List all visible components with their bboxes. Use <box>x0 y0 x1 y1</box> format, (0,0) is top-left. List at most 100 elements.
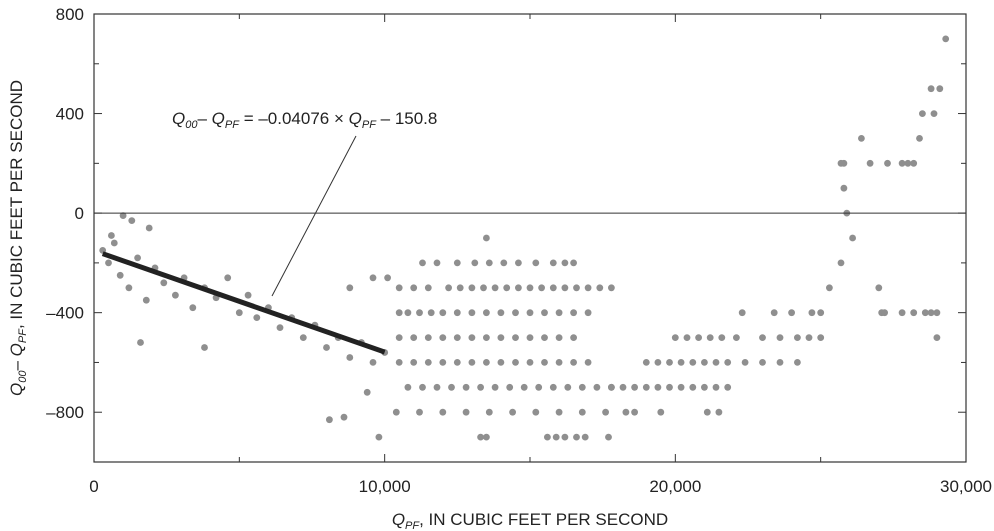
data-point <box>485 408 493 416</box>
data-point <box>564 383 572 391</box>
eq-sub1: 00 <box>185 119 198 131</box>
eq-q2: Q <box>212 109 225 128</box>
data-point <box>346 354 354 361</box>
data-point <box>410 359 418 366</box>
data-point <box>468 359 476 366</box>
data-point <box>622 408 630 416</box>
data-point <box>898 309 906 317</box>
data-point <box>654 359 662 366</box>
data-point <box>584 284 592 292</box>
data-point <box>172 291 179 299</box>
data-point <box>108 232 115 239</box>
data-point <box>276 324 284 331</box>
data-point <box>927 309 935 317</box>
y-tick-label: –400 <box>46 304 84 323</box>
data-point <box>718 334 726 341</box>
y-title-rest: , IN CUBIC FEET PER SECOND <box>7 80 26 329</box>
data-point <box>593 383 601 391</box>
data-point <box>602 408 609 416</box>
data-point <box>549 284 557 292</box>
data-point <box>500 259 508 267</box>
data-point <box>666 383 673 391</box>
data-point <box>555 359 563 366</box>
data-point <box>224 274 232 282</box>
data-point <box>419 383 426 391</box>
data-point <box>706 334 714 341</box>
data-point <box>462 383 470 391</box>
data-point <box>921 309 929 317</box>
data-point <box>395 334 403 341</box>
data-point <box>253 314 261 321</box>
data-point <box>884 159 891 167</box>
data-point <box>424 284 432 292</box>
data-point <box>532 259 540 267</box>
data-point <box>561 433 569 441</box>
data-points <box>99 35 950 441</box>
eq-q1: Q <box>172 109 185 128</box>
data-point <box>561 259 569 267</box>
data-point <box>794 334 801 341</box>
data-point <box>570 309 577 317</box>
data-point <box>936 85 944 93</box>
data-point <box>439 408 447 416</box>
eq-mid: = –0.04076 × <box>239 109 349 128</box>
data-point <box>427 309 435 317</box>
x-tick-label: 20,000 <box>649 477 701 496</box>
data-point <box>695 334 702 341</box>
data-point <box>526 359 534 366</box>
data-point <box>942 35 950 43</box>
data-point <box>538 284 545 292</box>
data-point <box>526 284 534 292</box>
x-tick-label: 0 <box>89 477 98 496</box>
data-point <box>512 359 519 366</box>
data-point <box>875 284 883 292</box>
data-point <box>137 339 144 346</box>
data-point <box>424 359 432 366</box>
data-point <box>770 309 778 317</box>
data-point <box>299 334 307 341</box>
data-point <box>453 309 461 317</box>
y-tick-label: –800 <box>46 403 84 422</box>
data-point <box>128 217 136 225</box>
data-point <box>642 383 650 391</box>
data-point <box>541 334 548 341</box>
data-point <box>526 309 534 317</box>
data-point <box>596 284 604 292</box>
data-point <box>468 334 476 341</box>
data-point <box>677 383 685 391</box>
data-point <box>477 383 484 391</box>
data-point <box>468 309 476 317</box>
data-point <box>549 259 557 267</box>
data-point <box>491 284 499 292</box>
data-point <box>483 234 490 242</box>
data-point <box>788 309 795 317</box>
x-title-q: Q <box>392 510 405 529</box>
data-point <box>701 383 708 391</box>
data-point <box>448 383 455 391</box>
data-point <box>189 304 197 312</box>
data-point <box>453 359 461 366</box>
data-point <box>416 408 423 416</box>
data-point <box>858 135 865 142</box>
data-point <box>898 159 906 167</box>
data-point <box>512 309 519 317</box>
data-point <box>453 259 461 267</box>
x-tick-label: 30,000 <box>940 477 992 496</box>
data-point <box>570 259 577 267</box>
data-point <box>483 334 490 341</box>
data-point <box>544 433 551 441</box>
data-point <box>573 433 580 441</box>
data-point <box>910 159 918 167</box>
data-point <box>817 309 825 317</box>
data-point <box>384 274 391 282</box>
data-point <box>468 284 476 292</box>
data-point <box>404 309 412 317</box>
x-axis-title: QPF, IN CUBIC FEET PER SECOND <box>392 510 668 531</box>
data-point <box>483 309 490 317</box>
data-point <box>410 284 418 292</box>
data-point <box>125 284 133 292</box>
data-point <box>439 334 447 341</box>
data-point <box>666 359 673 366</box>
data-point <box>235 309 243 317</box>
data-point <box>584 309 592 317</box>
